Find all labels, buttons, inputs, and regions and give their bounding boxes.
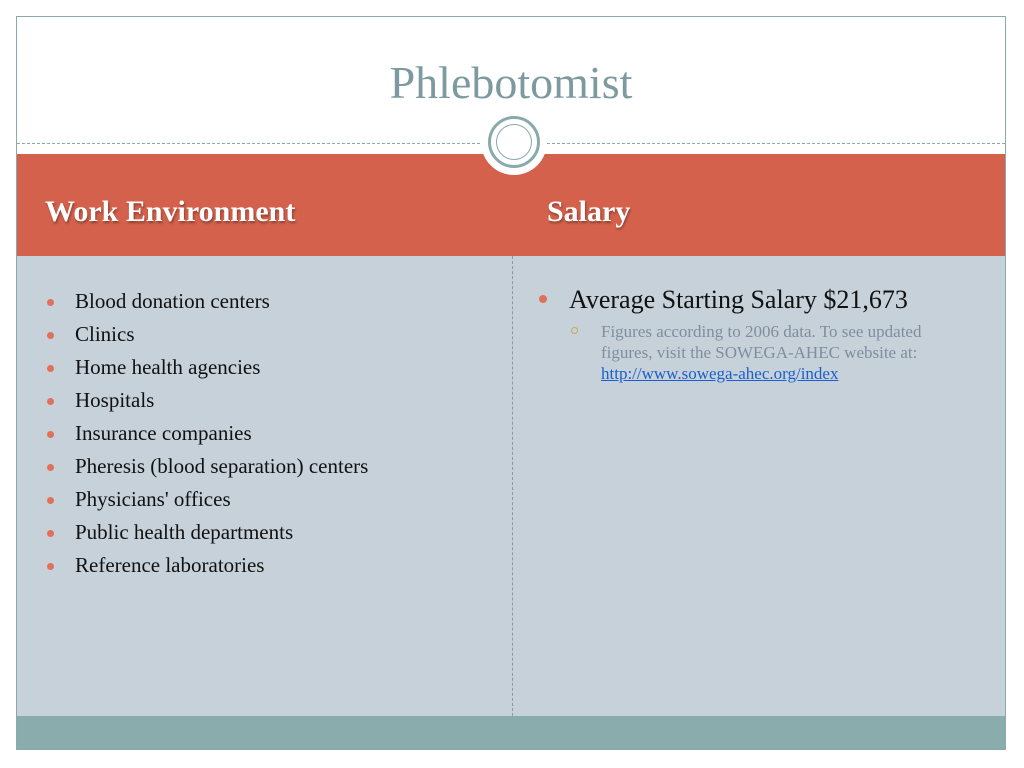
round-bullet-icon [47, 332, 54, 339]
salary-header: Salary [547, 195, 631, 228]
sowega-ahec-link[interactable]: http://www.sowega-ahec.org/index [601, 364, 839, 383]
list-item-label: Clinics [75, 322, 135, 346]
ornament-inner-ring [496, 124, 532, 160]
list-item-label: Blood donation centers [75, 289, 270, 313]
salary-note-text: Figures according to 2006 data. To see u… [601, 322, 922, 362]
slide-title: Phlebotomist [389, 57, 633, 108]
round-bullet-icon [47, 365, 54, 372]
list-item-label: Physicians' offices [75, 487, 231, 511]
round-bullet-icon [47, 563, 54, 570]
work-environment-header: Work Environment [45, 195, 296, 228]
round-bullet-icon [47, 299, 54, 306]
round-bullet-icon [47, 530, 54, 537]
round-bullet-icon [47, 431, 54, 438]
list-item-label: Pheresis (blood separation) centers [75, 454, 369, 478]
list-item-label: Public health departments [75, 520, 294, 544]
round-bullet-icon [47, 398, 54, 405]
list-item: Hospitals [47, 384, 368, 417]
list-item: Home health agencies [47, 351, 368, 384]
work-environment-list: Blood donation centers Clinics Home heal… [47, 285, 368, 582]
list-item-label: Reference laboratories [75, 553, 265, 577]
salary-main-text: Average Starting Salary $21,673 [569, 285, 908, 314]
round-bullet-icon [539, 295, 547, 303]
list-item: Reference laboratories [47, 549, 368, 582]
list-item: Pheresis (blood separation) centers [47, 450, 368, 483]
column-divider [512, 256, 513, 716]
content-area [17, 256, 1005, 716]
salary-note-item: Figures according to 2006 data. To see u… [569, 321, 951, 384]
list-item: Insurance companies [47, 417, 368, 450]
list-item: Physicians' offices [47, 483, 368, 516]
list-item-label: Hospitals [75, 388, 155, 412]
list-item: Clinics [47, 318, 368, 351]
round-bullet-icon [47, 497, 54, 504]
round-bullet-icon [47, 464, 54, 471]
footer-band [17, 716, 1005, 749]
list-item-label: Insurance companies [75, 421, 252, 445]
salary-section: Average Starting Salary $21,673 Figures … [539, 283, 989, 384]
salary-main-item: Average Starting Salary $21,673 [539, 283, 989, 317]
ring-bullet-icon [571, 327, 578, 334]
list-item: Blood donation centers [47, 285, 368, 318]
slide: Phlebotomist Work Environment Salary Blo… [16, 16, 1006, 750]
list-item-label: Home health agencies [75, 355, 261, 379]
list-item: Public health departments [47, 516, 368, 549]
